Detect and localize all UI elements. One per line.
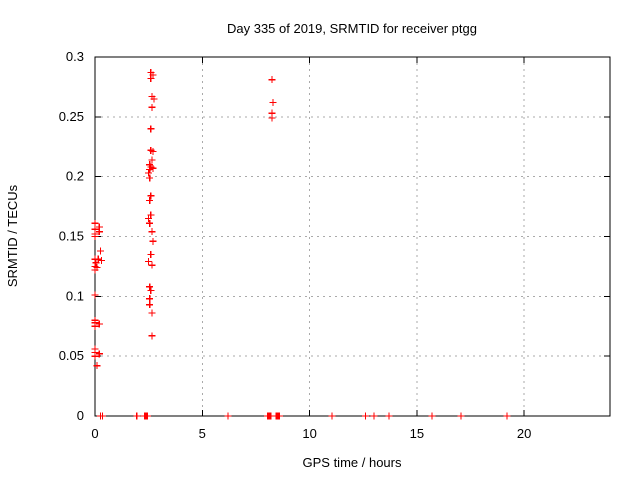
data-point	[95, 228, 103, 236]
data-point	[147, 211, 155, 219]
data-point	[146, 174, 154, 182]
chart-title: Day 335 of 2019, SRMTID for receiver ptg…	[227, 21, 477, 36]
plot-border	[94, 56, 611, 417]
y-tick-label: 0.15	[59, 229, 84, 244]
data-point	[145, 258, 153, 266]
data-point	[148, 156, 156, 164]
data-point	[147, 286, 155, 294]
data-point	[91, 291, 99, 299]
data-point	[146, 283, 154, 291]
data-point	[91, 266, 99, 274]
data-point	[148, 309, 156, 317]
data-point	[146, 219, 154, 227]
data-point	[148, 332, 156, 340]
data-point	[268, 76, 276, 84]
data-point	[144, 412, 152, 420]
x-tick-label: 10	[302, 426, 316, 441]
data-point	[147, 250, 155, 258]
data-point	[146, 295, 154, 303]
data-point	[150, 95, 158, 103]
y-axis-label: SRMTID / TECUs	[5, 184, 20, 287]
data-point	[370, 412, 378, 420]
data-point	[146, 165, 154, 173]
data-point	[147, 75, 155, 83]
data-point	[147, 125, 155, 133]
data-point	[149, 148, 157, 156]
x-tick-label: 20	[517, 426, 531, 441]
y-tick-label: 0.05	[59, 348, 84, 363]
data-point	[328, 412, 336, 420]
data-point	[91, 352, 99, 360]
data-point	[148, 103, 156, 111]
data-point	[145, 169, 153, 177]
y-tick-label: 0.3	[66, 49, 84, 64]
data-point	[148, 261, 156, 269]
y-tick-label: 0.2	[66, 169, 84, 184]
x-tick-label: 0	[91, 426, 98, 441]
y-tick-label: 0	[77, 408, 84, 423]
data-point	[96, 247, 104, 255]
data-point	[149, 164, 157, 172]
data-point	[99, 412, 107, 420]
data-point	[361, 412, 369, 420]
data-point	[269, 98, 277, 106]
data-point	[147, 192, 155, 200]
data-point	[148, 228, 156, 236]
data-point	[457, 412, 465, 420]
data-point	[133, 412, 141, 420]
data-point	[146, 301, 154, 309]
data-point	[428, 412, 436, 420]
data-point	[145, 215, 153, 223]
data-point	[97, 256, 105, 264]
plot-area: 0 5 10 15 20 0 0.05 0.1 0.15 0.2 0.25 0.3	[59, 49, 611, 441]
data-point	[91, 322, 99, 330]
data-point	[146, 197, 154, 205]
data-point	[224, 412, 232, 420]
data-point	[94, 255, 102, 263]
y-tick-label: 0.25	[59, 109, 84, 124]
data-point	[91, 233, 99, 240]
data-point	[91, 219, 99, 227]
x-axis-label: GPS time / hours	[303, 455, 402, 470]
x-tick-label: 5	[199, 426, 206, 441]
data-point	[93, 362, 101, 370]
data-point	[95, 350, 103, 358]
x-tick-label: 15	[410, 426, 424, 441]
data-point	[268, 114, 276, 122]
data-point	[149, 237, 157, 245]
data-point	[503, 412, 511, 420]
data-point	[276, 412, 284, 420]
y-tick-label: 0.1	[66, 288, 84, 303]
data-point	[92, 259, 100, 267]
data-point	[149, 71, 157, 79]
data-point	[95, 320, 103, 328]
data-point	[385, 412, 393, 420]
